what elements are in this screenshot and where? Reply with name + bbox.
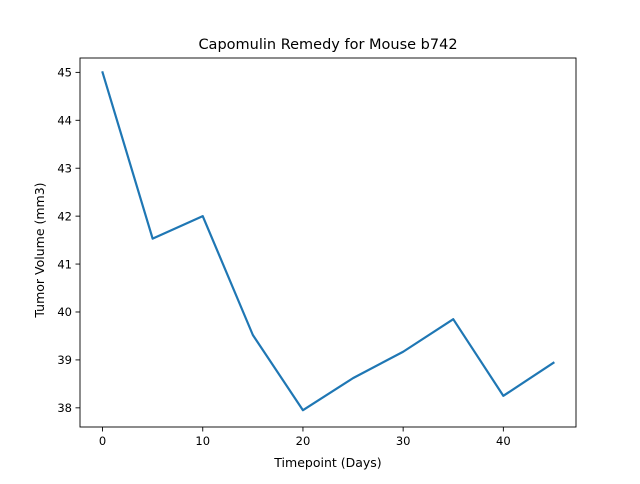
y-tick-label: 40 — [57, 305, 72, 319]
chart-title: Capomulin Remedy for Mouse b742 — [198, 37, 457, 53]
x-tick-label: 10 — [195, 434, 210, 448]
x-tick-label: 30 — [396, 434, 411, 448]
series-line — [101, 71, 555, 412]
y-tick-label: 43 — [57, 161, 72, 175]
y-tick-label: 41 — [57, 257, 72, 271]
y-tick-label: 42 — [57, 209, 72, 223]
x-tick-label: 40 — [496, 434, 511, 448]
y-axis-label: Tumor Volume (mm3) — [32, 182, 47, 318]
y-tick-label: 45 — [57, 66, 72, 80]
x-tick-label: 0 — [99, 434, 106, 448]
plot-frame — [79, 57, 577, 428]
x-axis-label: Timepoint (Days) — [273, 455, 381, 470]
y-tick-label: 39 — [57, 353, 72, 367]
plot-area: 0 10 20 30 40 38 39 40 41 42 43 44 45 — [57, 57, 577, 448]
y-tick-label: 44 — [57, 113, 72, 127]
y-tick-label: 38 — [57, 401, 72, 415]
x-tick-label: 20 — [296, 434, 311, 448]
